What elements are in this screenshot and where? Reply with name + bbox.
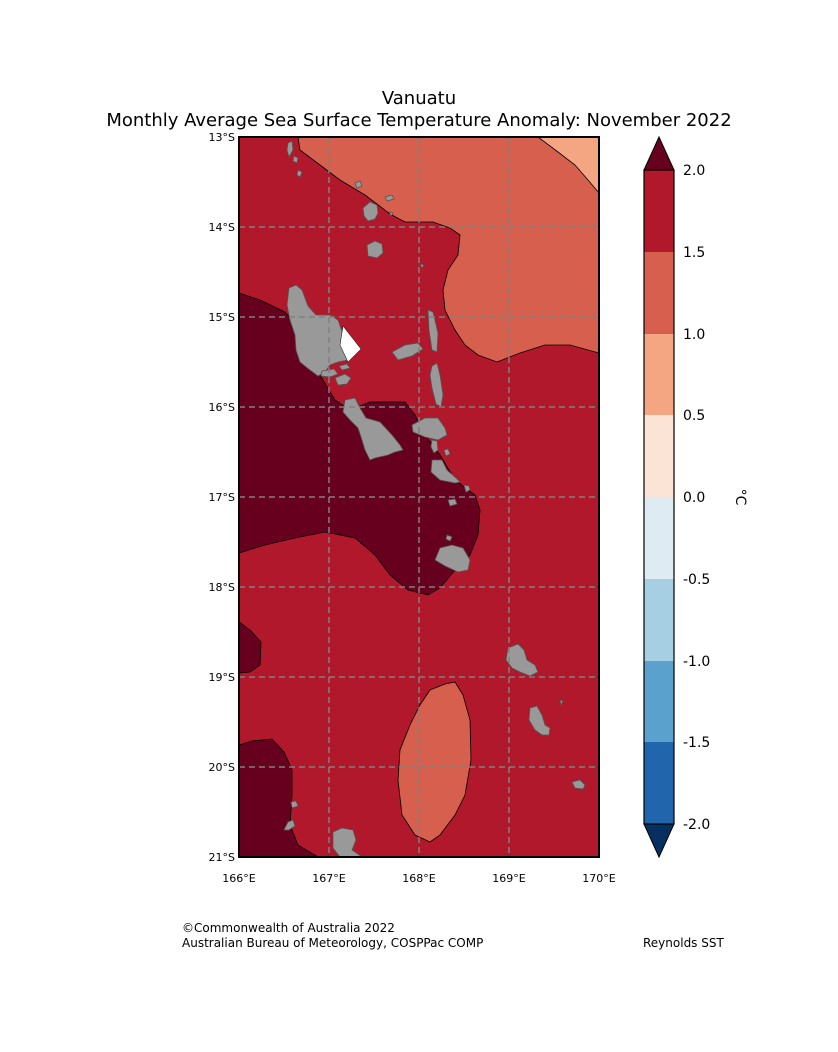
island-tanna	[528, 705, 551, 736]
island-malekula	[342, 397, 404, 461]
island-ureparapara	[354, 180, 363, 189]
island-ambae	[391, 342, 424, 361]
island-maewo	[427, 309, 439, 353]
island-torres-3	[296, 169, 303, 178]
colorbar-tick-label: -0.5	[683, 572, 710, 588]
colorbar: 2.0 1.5 1.0 0.5 0.0 -0.5 -1.0 -1.5 -2.0 …	[643, 135, 748, 859]
colorbar-tick-label: -2.0	[683, 817, 710, 833]
land-masses	[283, 140, 586, 857]
map-subtitle: Monthly Average Sea Surface Temperature …	[106, 110, 732, 131]
colorbar-tick-label: 2.0	[683, 163, 705, 179]
colorbar-under-arrow	[643, 823, 675, 859]
colorbar-segment	[644, 415, 674, 497]
lat-label: 20°S	[209, 761, 235, 774]
lat-label: 15°S	[209, 311, 235, 324]
colorbar-tick-label: 1.5	[683, 245, 705, 261]
lon-label: 167°E	[312, 872, 345, 885]
colorbar-segment	[644, 579, 674, 661]
lon-label: 166°E	[222, 872, 255, 885]
colorbar-segment	[644, 334, 674, 415]
anomaly-region-above-2.0-small	[239, 621, 262, 674]
colorbar-tick-label: -1.0	[683, 654, 710, 670]
island-erromango	[505, 643, 539, 677]
island-emae	[447, 498, 458, 507]
island-efate-north	[445, 534, 453, 542]
colorbar-tick-label: 0.0	[683, 490, 705, 506]
graticule	[239, 137, 599, 857]
island-paama	[430, 439, 439, 454]
lat-label: 19°S	[209, 671, 235, 684]
anomaly-region-1.0-1.5-north	[297, 137, 599, 363]
island-sw-1	[290, 800, 299, 809]
island-gaua-small	[388, 211, 394, 217]
anomaly-region-1.0-1.5-south	[397, 681, 472, 843]
colorbar-tick-label: -1.5	[683, 735, 710, 751]
lat-label: 21°S	[209, 851, 235, 864]
colorbar-segment	[644, 742, 674, 824]
island-torres-south	[292, 155, 299, 164]
island-aneityum	[571, 779, 586, 790]
map-frame	[238, 136, 600, 858]
colorbar-unit-label: °C	[732, 489, 748, 506]
island-vanua-lava	[384, 194, 395, 202]
colorbar-segment	[644, 170, 674, 252]
colorbar-outline	[643, 169, 675, 825]
island-small-banks	[419, 263, 425, 269]
island-gaua-north	[362, 201, 379, 222]
lat-label: 14°S	[209, 221, 235, 234]
lon-label: 168°E	[402, 872, 435, 885]
latitude-labels: 13°S 14°S 15°S 16°S 17°S 18°S 19°S 20°S …	[209, 131, 235, 864]
island-aniwa	[559, 699, 564, 707]
colorbar-tick-label: 0.5	[683, 408, 705, 424]
anomaly-region-0.5-1.0	[537, 137, 599, 194]
island-lopevi	[443, 448, 451, 457]
lat-label: 18°S	[209, 581, 235, 594]
island-mere-lava	[366, 240, 384, 259]
lon-label: 169°E	[492, 872, 525, 885]
no-data-patch	[339, 325, 362, 363]
longitude-labels: 166°E 167°E 168°E 169°E 170°E	[222, 872, 615, 885]
island-santo-east-small	[338, 363, 351, 371]
agency-text: Australian Bureau of Meteorology, COSPPa…	[182, 936, 484, 950]
colorbar-segment	[644, 497, 674, 579]
map-area	[239, 137, 599, 857]
island-efate	[434, 544, 471, 573]
colorbar-segment	[644, 252, 674, 334]
island-epi	[430, 459, 461, 484]
map-title: Vanuatu	[381, 88, 457, 109]
copyright-text: ©Commonwealth of Australia 2022	[182, 921, 395, 935]
lat-label: 17°S	[209, 491, 235, 504]
data-source-text: Reynolds SST	[643, 936, 724, 950]
anomaly-region-above-2.0-southwest	[239, 738, 319, 857]
colorbar-over-arrow	[643, 135, 675, 171]
island-sw-2	[283, 819, 296, 831]
lat-label: 13°S	[209, 131, 235, 144]
colorbar-segment	[644, 661, 674, 742]
island-tongoa	[463, 484, 471, 493]
colorbar-tick-label: 1.0	[683, 327, 705, 343]
island-sw-3	[332, 827, 363, 857]
island-ambrym	[411, 417, 448, 441]
island-torres-north	[286, 140, 294, 159]
lon-label: 170°E	[582, 872, 615, 885]
island-espiritu-santo	[286, 284, 353, 377]
island-aore	[334, 373, 352, 386]
lat-label: 16°S	[209, 401, 235, 414]
